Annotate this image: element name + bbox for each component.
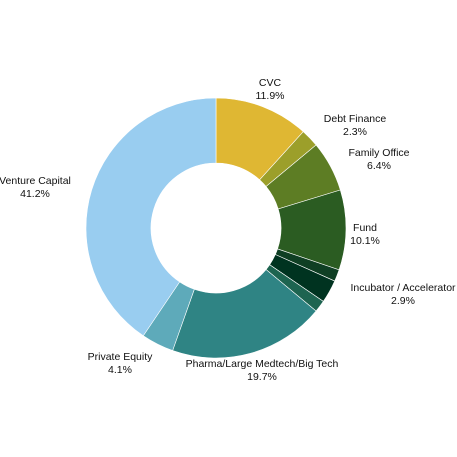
label-pharma-value: 19.7%: [247, 371, 277, 383]
label-pharma-name: Pharma/Large Medtech/Big Tech: [186, 358, 339, 370]
donut-hole: [151, 163, 281, 293]
label-debt-finance-name: Debt Finance: [324, 113, 387, 125]
label-fund-value: 10.1%: [350, 235, 380, 247]
label-incubator-name: Incubator / Accelerator: [350, 282, 456, 294]
label-incubator-value: 2.9%: [391, 295, 415, 307]
label-fund-name: Fund: [353, 222, 377, 234]
slices-group: [85, 97, 347, 359]
label-venture-capital-name: Venture Capital: [0, 175, 71, 187]
label-private-equity-value: 4.1%: [108, 364, 132, 376]
label-private-equity-name: Private Equity: [88, 351, 154, 363]
label-debt-finance-value: 2.3%: [343, 126, 367, 138]
label-cvc-value: 11.9%: [256, 90, 285, 102]
label-cvc-name: CVC: [259, 77, 282, 89]
label-family-office-value: 6.4%: [367, 160, 391, 172]
label-family-office-name: Family Office: [348, 147, 409, 159]
label-venture-capital-value: 41.2%: [20, 188, 50, 200]
